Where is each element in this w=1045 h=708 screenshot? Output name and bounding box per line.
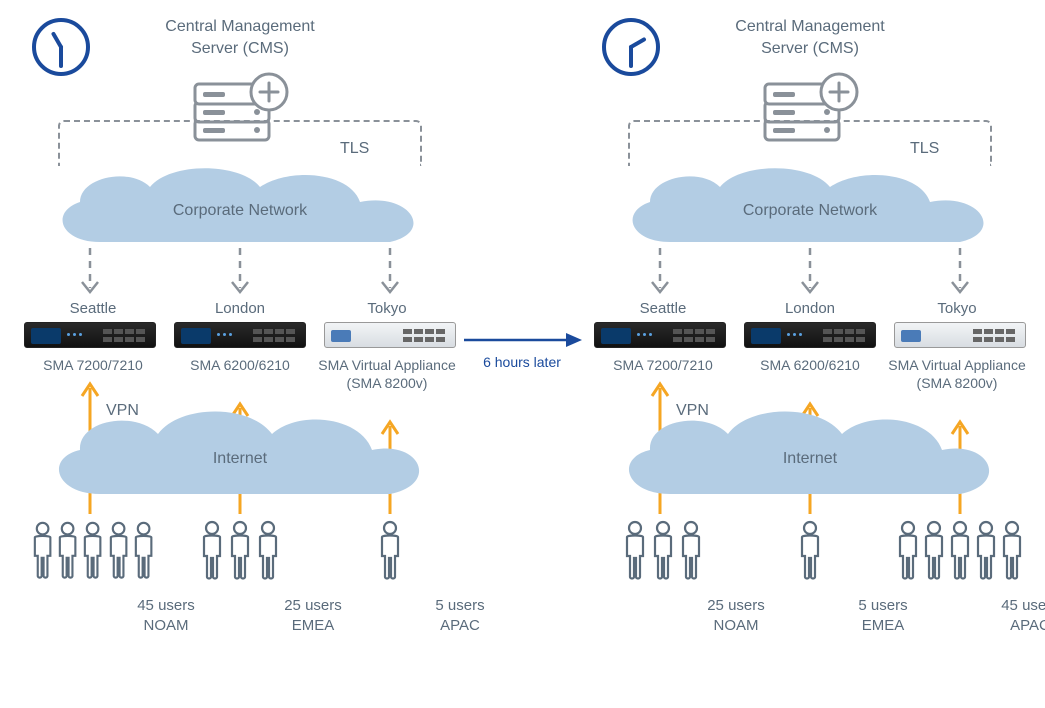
location-seattle: Seattle [590,300,736,317]
user-group-apac [350,520,430,580]
panel-after: Central Management Server (CMS) TLS Corp… [590,4,1030,704]
location-labels: Seattle London Tokyo [20,300,460,320]
panel-before: Central Management Server (CMS) TLS Corp… [20,4,460,704]
device-sma-7200 [24,322,156,348]
cms-title-line2: Server (CMS) [191,40,289,57]
device-row [20,322,460,352]
cms-title-line2: Server (CMS) [761,40,859,57]
location-tokyo: Tokyo [884,300,1030,317]
tls-label: TLS [906,140,943,158]
tls-label: TLS [336,140,373,158]
user-label-apac: 45 users APAC [884,596,1030,616]
model-7200: SMA 7200/7210 [20,356,166,374]
model-6200: SMA 6200/6210 [737,356,883,374]
location-london: London [167,300,313,317]
location-seattle: Seattle [20,300,166,317]
user-group-noam [30,520,156,580]
cms-title-line1: Central Management [165,18,314,35]
user-group-apac [892,520,1028,580]
cms-title: Central Management Server (CMS) [20,16,460,59]
device-sma-6200 [744,322,876,348]
user-label-emea: 25 users EMEA [167,596,313,616]
device-sma-7200 [594,322,726,348]
user-row [590,520,1030,590]
user-group-emea [185,520,295,580]
cms-title: Central Management Server (CMS) [590,16,1030,59]
internet-label: Internet [20,450,460,468]
internet-label: Internet [590,450,1030,468]
device-sma-6200 [174,322,306,348]
user-group-emea [775,520,845,580]
time-transition-label: 6 hours later [460,354,584,370]
user-group-noam [620,520,706,580]
user-label-noam: 45 users NOAM [20,596,166,616]
tls-arrows [20,248,460,302]
user-row [20,520,460,590]
user-label-apac: 5 users APAC [314,596,460,616]
model-7200: SMA 7200/7210 [590,356,736,374]
model-6200: SMA 6200/6210 [167,356,313,374]
device-sma-virtual [324,322,456,348]
time-transition-arrow-icon [462,330,582,350]
corporate-network-label: Corporate Network [590,202,1030,220]
user-label-noam: 25 users NOAM [590,596,736,616]
location-tokyo: Tokyo [314,300,460,317]
corporate-network-label: Corporate Network [20,202,460,220]
device-sma-virtual [894,322,1026,348]
device-row [590,322,1030,352]
location-labels: Seattle London Tokyo [590,300,1030,320]
location-london: London [737,300,883,317]
user-label-emea: 5 users EMEA [737,596,883,616]
tls-arrows [590,248,1030,302]
cms-title-line1: Central Management [735,18,884,35]
